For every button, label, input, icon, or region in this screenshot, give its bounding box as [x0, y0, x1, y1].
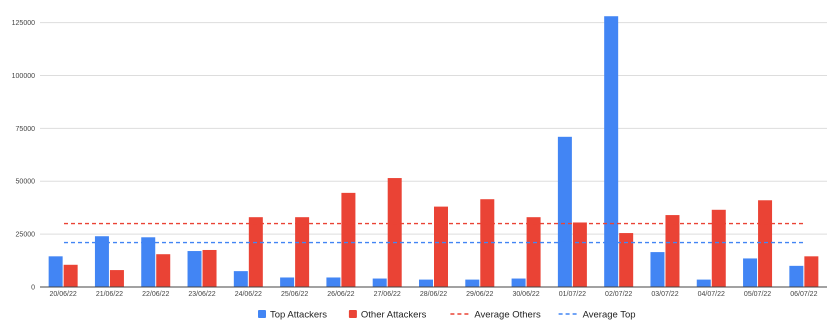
other-attackers-bar — [804, 256, 819, 287]
other-attackers-bar — [156, 254, 171, 287]
x-tick-label: 20/06/22 — [50, 291, 77, 298]
y-tick-label: 100000 — [12, 73, 35, 80]
legend: Top Attackers Other Attackers Average Othe… — [258, 310, 636, 321]
x-tick-label: 02/07/22 — [605, 291, 632, 298]
x-tick-label: 04/07/22 — [698, 291, 725, 298]
x-tick-label: 22/06/22 — [142, 291, 169, 298]
top-attackers-bar — [743, 258, 758, 287]
bars — [48, 16, 819, 287]
top-attackers-bar — [372, 278, 387, 287]
top-attackers-bar — [94, 236, 109, 287]
x-tick-label: 03/07/22 — [651, 291, 678, 298]
y-tick-label: 75000 — [16, 126, 36, 133]
x-tick-label: 26/06/22 — [327, 291, 354, 298]
top-attackers-bar — [187, 251, 202, 287]
x-tick-label: 28/06/22 — [420, 291, 447, 298]
other-attackers-bar — [295, 217, 310, 287]
top-attackers-bar — [48, 256, 63, 287]
other-attackers-bar — [109, 270, 124, 287]
x-tick-label: 30/06/22 — [512, 291, 539, 298]
top-attackers-bar — [557, 136, 572, 287]
other-attackers-bar — [758, 200, 773, 287]
y-axis-ticks: 0 25000 50000 75000 100000 125000 — [12, 20, 35, 291]
x-tick-label: 23/06/22 — [188, 291, 215, 298]
other-attackers-bar — [63, 264, 78, 287]
other-attackers-bar — [619, 233, 634, 287]
top-attackers-bar — [650, 252, 665, 287]
y-tick-label: 125000 — [12, 20, 35, 27]
gridlines — [40, 22, 827, 235]
top-attackers-bar — [511, 278, 526, 287]
other-attackers-bar — [434, 206, 448, 287]
other-attackers-bar — [341, 192, 356, 287]
top-attackers-bar — [280, 277, 295, 287]
legend-item: Average Top — [558, 310, 636, 321]
legend-item: Other Attackers — [348, 310, 427, 321]
top-attackers-bar — [233, 271, 248, 287]
reference-lines — [64, 222, 805, 244]
other-attackers-bar — [572, 222, 587, 287]
top-attackers-bar — [789, 265, 804, 287]
top-attackers-bar — [141, 237, 156, 287]
legend-label: Other Attackers — [361, 310, 427, 321]
legend-item: Top Attackers — [258, 310, 327, 321]
x-tick-label: 29/06/22 — [466, 291, 493, 298]
legend-label: Top Attackers — [270, 310, 327, 321]
other-attackers-bar — [711, 209, 726, 287]
x-tick-label: 24/06/22 — [235, 291, 262, 298]
other-attackers-bar — [202, 249, 217, 287]
legend-label: Average Others — [474, 310, 541, 321]
top-attackers-bar — [419, 279, 433, 287]
other-attackers-bar — [387, 178, 402, 287]
legend-swatch — [258, 310, 266, 318]
y-tick-label: 25000 — [16, 232, 36, 239]
x-tick-label: 01/07/22 — [559, 291, 586, 298]
x-tick-label: 21/06/22 — [96, 291, 123, 298]
other-attackers-bar — [248, 217, 263, 287]
top-attackers-bar — [326, 277, 341, 287]
legend-label: Average Top — [583, 310, 636, 321]
top-attackers-bar — [604, 16, 619, 287]
x-tick-label: 27/06/22 — [374, 291, 401, 298]
x-tick-label: 05/07/22 — [744, 291, 771, 298]
x-tick-label: 06/07/22 — [790, 291, 817, 298]
y-tick-label: 50000 — [16, 179, 36, 186]
legend-item: Average Others — [450, 310, 541, 321]
x-tick-label: 25/06/22 — [281, 291, 308, 298]
other-attackers-bar — [526, 217, 541, 287]
legend-swatch — [348, 310, 357, 318]
x-axis-ticks: 20/06/22 21/06/22 22/06/22 23/06/22 24/06/22… — [50, 291, 818, 298]
y-tick-label: 0 — [31, 285, 35, 292]
other-attackers-bar — [665, 215, 680, 287]
top-attackers-bar — [696, 279, 711, 287]
top-attackers-bar — [465, 279, 480, 287]
